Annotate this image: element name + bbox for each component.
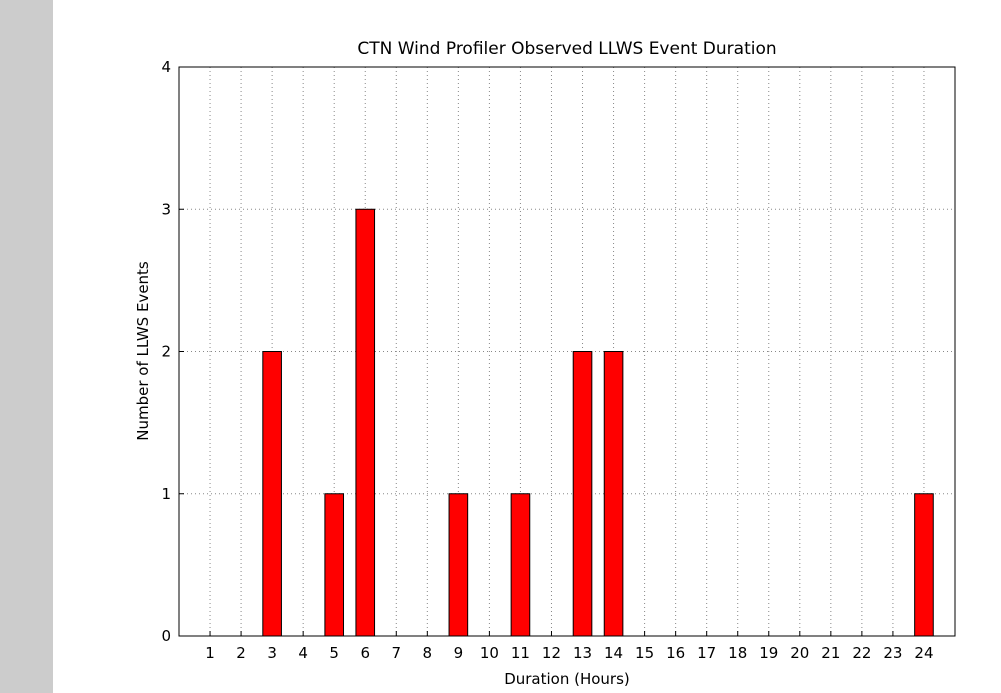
x-tick-label: 1 bbox=[205, 644, 215, 662]
x-tick-label: 15 bbox=[635, 644, 654, 662]
x-tick-label: 2 bbox=[236, 644, 246, 662]
bar bbox=[324, 493, 345, 637]
x-tick-label: 19 bbox=[759, 644, 778, 662]
plot-frame bbox=[178, 66, 956, 637]
x-tick-label: 9 bbox=[454, 644, 464, 662]
x-tick-label: 4 bbox=[298, 644, 308, 662]
bar bbox=[510, 493, 531, 637]
x-tick-label: 24 bbox=[914, 644, 933, 662]
x-tick-label: 21 bbox=[821, 644, 840, 662]
x-tick-label: 3 bbox=[267, 644, 277, 662]
x-tick-label: 8 bbox=[423, 644, 433, 662]
x-tick-label: 6 bbox=[360, 644, 370, 662]
bar bbox=[572, 351, 593, 637]
bar bbox=[914, 493, 934, 637]
x-tick-label: 12 bbox=[542, 644, 561, 662]
y-tick-label: 1 bbox=[161, 485, 171, 503]
x-tick-label: 16 bbox=[666, 644, 685, 662]
bar bbox=[262, 351, 282, 637]
x-tick-label: 22 bbox=[852, 644, 871, 662]
bar bbox=[448, 493, 469, 637]
y-tick-label: 3 bbox=[161, 200, 171, 218]
y-tick-label: 0 bbox=[161, 627, 171, 645]
x-tick-label: 18 bbox=[728, 644, 747, 662]
x-tick-label: 17 bbox=[697, 644, 716, 662]
x-tick-label: 7 bbox=[392, 644, 402, 662]
x-tick-label: 20 bbox=[790, 644, 809, 662]
bar bbox=[355, 208, 376, 637]
bar bbox=[603, 351, 624, 637]
x-tick-label: 11 bbox=[511, 644, 530, 662]
x-tick-label: 14 bbox=[604, 644, 623, 662]
y-axis-label: Number of LLWS Events bbox=[134, 261, 152, 441]
x-tick-label: 5 bbox=[329, 644, 339, 662]
x-tick-label: 10 bbox=[480, 644, 499, 662]
chart-title: CTN Wind Profiler Observed LLWS Event Du… bbox=[357, 39, 776, 59]
side-strip bbox=[0, 0, 53, 693]
y-tick-label: 2 bbox=[161, 343, 171, 361]
y-tick-label: 4 bbox=[161, 58, 171, 76]
x-tick-label: 13 bbox=[573, 644, 592, 662]
x-tick-label: 23 bbox=[883, 644, 902, 662]
x-axis-label: Duration (Hours) bbox=[504, 670, 630, 688]
